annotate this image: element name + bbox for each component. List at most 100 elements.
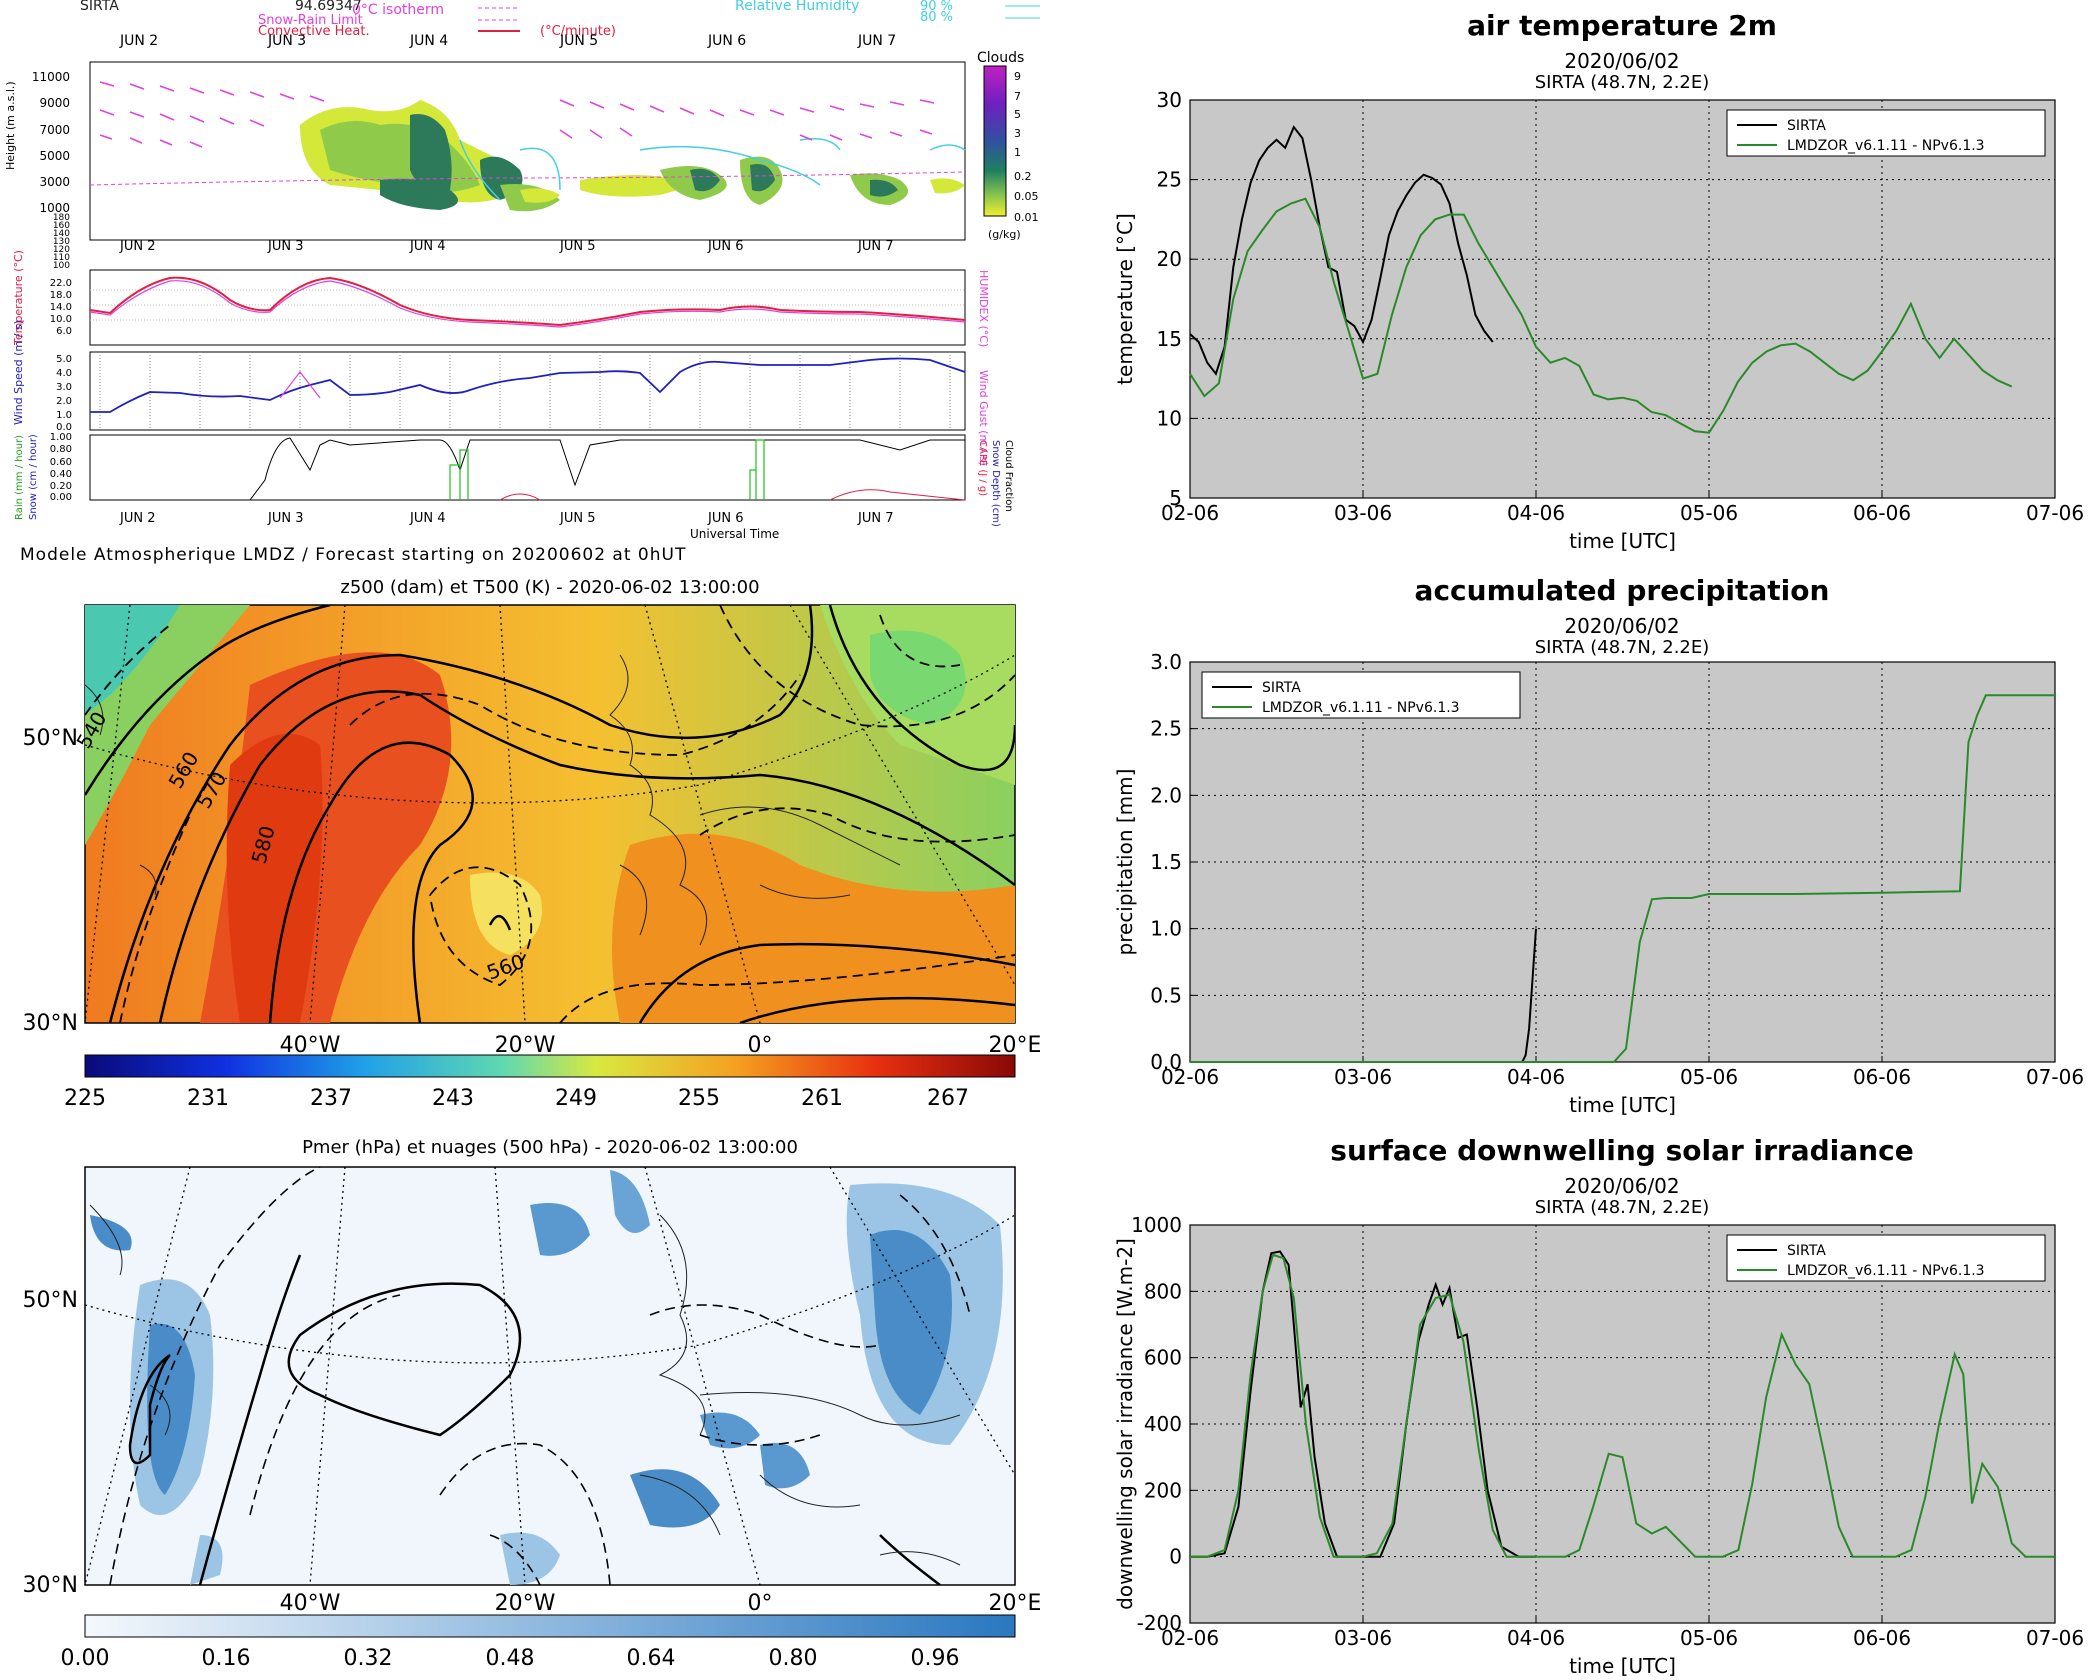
y-tick-label: 200 [1144,1478,1182,1502]
svg-text:1: 1 [1014,146,1021,159]
svg-text:JUN 2: JUN 2 [119,511,155,526]
series-line-model [1190,1253,2055,1558]
clouds-unit: (g/kg) [988,228,1021,241]
wind-axis-label: Wind Speed (m / s) [12,320,25,425]
map2-coastlines [89,1204,961,1566]
svg-text:255: 255 [678,1086,720,1111]
rain-panel [89,434,966,501]
meteogram-day-labels: JUN 2 JUN 3 JUN 4 JUN 5 JUN 6 JUN 7 [119,33,896,49]
svg-text:JUN 7: JUN 7 [857,33,896,49]
map1-title: z500 (dam) et T500 (K) - 2020-06-02 13:0… [340,577,759,598]
chart-title: air temperature 2m [1467,9,1777,42]
svg-text:18.0: 18.0 [50,290,72,301]
x-tick-label: 02-06 [1161,1065,1219,1089]
svg-text:20°E: 20°E [989,1033,1042,1058]
x-tick-label: 06-06 [1853,501,1911,525]
rain-bars [449,439,765,500]
svg-text:3.0: 3.0 [56,382,72,393]
svg-text:JUN 4: JUN 4 [409,239,445,254]
legend-entry: SIRTA [1787,1243,1826,1259]
map2-colorbar [84,1614,1016,1638]
svg-text:50°N: 50°N [23,1288,78,1313]
svg-text:0.0: 0.0 [56,422,72,433]
y-tick-label: 20 [1157,247,1182,271]
legend-entry: SIRTA [1262,680,1301,696]
x-tick-label: 05-06 [1680,501,1738,525]
x-tick-label: 07-06 [2026,501,2084,525]
x-tick-label: 02-06 [1161,1626,1219,1650]
map1-colorbar [84,1054,1016,1078]
y-tick-label: 800 [1144,1279,1182,1303]
temperature-curve [89,276,966,327]
svg-text:14.0: 14.0 [50,302,72,313]
bottom-day-labels: JUN 2 JUN 3 JUN 4 JUN 5 JUN 6 JUN 7 [119,511,893,526]
meteogram: SIRTA 94.69347 0°C isotherm Snow-Rain Li… [4,0,1040,565]
map1-lon-labels: 40°W 20°W 0° 20°E [280,1033,1042,1058]
y-tick-label: 0.0 [1150,1050,1182,1074]
legend-convective: Convective Heat. [258,24,370,39]
map-pmer: Pmer (hPa) et nuages (500 hPa) - 2020-06… [23,1137,1042,1671]
y-tick-label: 2.5 [1150,717,1182,741]
svg-text:JUN 6: JUN 6 [707,33,746,49]
meteogram-footer: Modele Atmospherique LMDZ / Forecast sta… [20,545,686,565]
svg-text:9: 9 [1014,70,1021,83]
x-axis-label: time [UTC] [1569,529,1676,553]
x-tick-label: 04-06 [1507,1065,1565,1089]
meteogram-station: SIRTA [80,0,119,14]
svg-text:JUN 5: JUN 5 [559,33,598,49]
chart-title: accumulated precipitation [1415,574,1830,607]
wind-arrows [99,81,935,148]
y-tick-label: 1000 [1131,1213,1182,1237]
svg-text:7: 7 [1014,90,1021,103]
y-tick-label: 2.0 [1150,783,1182,807]
svg-text:10.0: 10.0 [50,314,72,325]
y-tick-label: 30 [1157,88,1182,112]
svg-text:0.01: 0.01 [1014,211,1039,224]
y-tick-label: 25 [1157,168,1182,192]
svg-text:JUN 2: JUN 2 [119,239,155,254]
cloud-cover [90,1170,1003,1585]
svg-text:0.32: 0.32 [344,1646,393,1671]
map-z500: z500 (dam) et T500 (K) - 2020-06-02 13:0… [23,577,1042,1111]
svg-text:20°E: 20°E [989,1591,1042,1616]
svg-text:JUN 6: JUN 6 [707,511,743,526]
svg-text:5000: 5000 [39,149,70,163]
svg-text:0.80: 0.80 [769,1646,818,1671]
cloud-field [300,100,965,212]
svg-text:110: 110 [53,253,70,263]
universal-time-label: Universal Time [690,527,779,541]
t500-contours [85,605,1015,1023]
svg-text:1000: 1000 [39,201,70,215]
svg-text:225: 225 [64,1086,106,1111]
y-axis-label: downwelling solar irradiance [W.m-2] [1113,1238,1137,1610]
legend-snow-rain: Snow-Rain Limit [258,13,363,28]
svg-text:261: 261 [801,1086,843,1111]
map2-lon-labels: 40°W 20°W 0° 20°E [280,1591,1042,1616]
legend-box [1726,1234,2046,1282]
wind-ticks: 5.0 4.0 3.0 2.0 1.0 0.0 [56,354,72,433]
svg-text:JUN 5: JUN 5 [559,511,595,526]
map2-colorbar-ticks: 0.00 0.16 0.32 0.48 0.64 0.80 0.96 [61,1646,960,1671]
svg-text:1.00: 1.00 [50,432,72,443]
svg-text:0.16: 0.16 [202,1646,251,1671]
height-axis-label: Height (m a.s.l.) [4,81,17,170]
y-tick-label: 0 [1169,1545,1182,1569]
cloud-panel [89,61,966,241]
chart-3: surface downwelling solar irradiance 2020… [1113,1134,2084,1678]
svg-text:0°: 0° [748,1591,773,1616]
legend-entry: LMDZOR_v6.1.11 - NPv6.1.3 [1787,1263,1985,1279]
rain-axis-label: Rain (mm / hour) [14,435,25,520]
y-axis-label: precipitation [mm] [1113,769,1137,956]
svg-text:3: 3 [1014,127,1021,140]
x-tick-label: 03-06 [1334,1065,1392,1089]
svg-text:0.00: 0.00 [61,1646,110,1671]
svg-text:4.0: 4.0 [56,368,72,379]
plot-area [1189,99,2056,499]
svg-text:0.80: 0.80 [50,444,72,455]
gust-curve [279,371,321,399]
svg-text:0.05: 0.05 [1014,190,1039,203]
svg-text:9000: 9000 [39,96,70,110]
legend-isotherm: 0°C isotherm [352,2,444,18]
svg-text:20°W: 20°W [495,1033,556,1058]
